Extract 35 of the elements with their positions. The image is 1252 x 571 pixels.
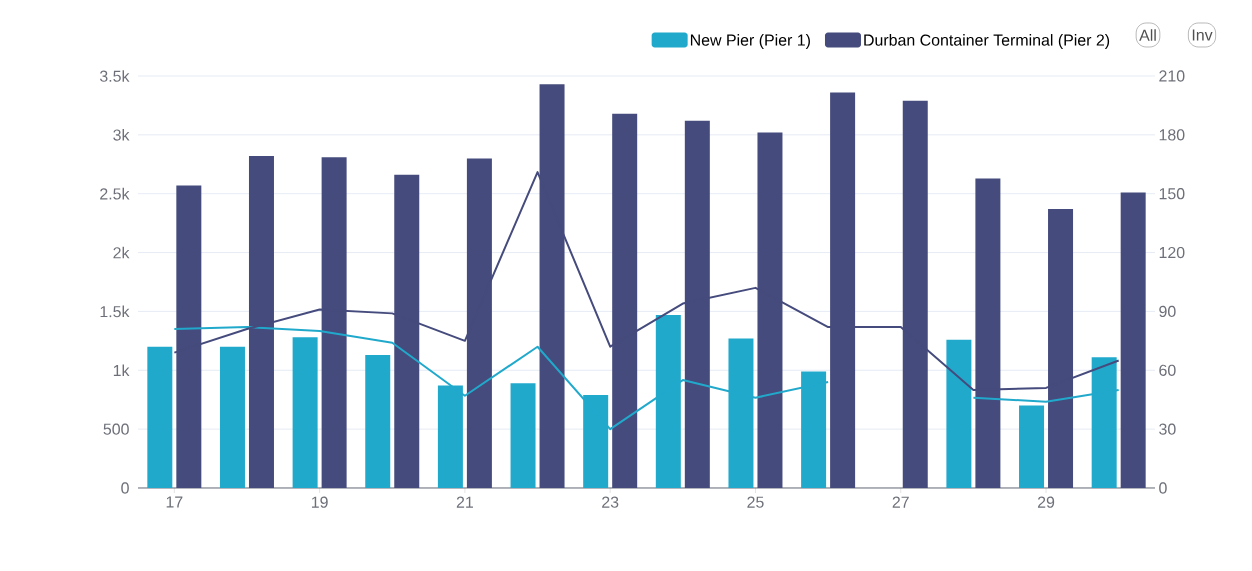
x-tick-label: 21 — [456, 496, 473, 508]
y2-tick-label: 180 — [1159, 129, 1185, 141]
y2-tick-label: 210 — [1159, 70, 1185, 82]
legend-label: New Pier (Pier 1) — [690, 34, 810, 49]
y2-tick-label: 60 — [1159, 364, 1176, 376]
x-tick-label: 25 — [747, 496, 764, 508]
y-tick-label: 0 — [121, 482, 129, 494]
bar — [946, 339, 972, 488]
x-tick-label: 29 — [1037, 496, 1055, 508]
y2-tick-label: 150 — [1159, 188, 1185, 200]
y-tick-label: 2k — [113, 246, 130, 259]
x-tick-label: 23 — [602, 496, 619, 508]
y-tick-label: 3.5k — [99, 70, 130, 82]
y-tick-label: 500 — [103, 423, 129, 435]
x-tick-label: 17 — [166, 496, 183, 508]
y2-tick-label: 0 — [1159, 482, 1167, 494]
y2-tick-label: 30 — [1159, 423, 1176, 435]
bar — [219, 346, 245, 488]
bar — [1019, 405, 1045, 488]
y-tick-label: 3k — [113, 128, 130, 141]
y-tick-label: 1k — [113, 364, 130, 377]
x-tick-label: 27 — [892, 496, 909, 508]
legend-label: Durban Container Terminal (Pier 2) — [864, 34, 1110, 49]
y2-tick-label: 120 — [1159, 246, 1185, 259]
bar — [147, 346, 173, 488]
bar — [365, 354, 391, 488]
text: Inv — [1192, 29, 1213, 41]
bar — [1120, 192, 1146, 488]
y2-tick-label: 90 — [1159, 305, 1176, 318]
x-tick-label: 19 — [311, 496, 328, 508]
text: All — [1139, 29, 1156, 41]
bar — [510, 383, 536, 488]
y-tick-label: 2.5k — [100, 187, 130, 200]
bar — [292, 337, 318, 488]
y-tick-label: 1.5k — [100, 305, 130, 318]
